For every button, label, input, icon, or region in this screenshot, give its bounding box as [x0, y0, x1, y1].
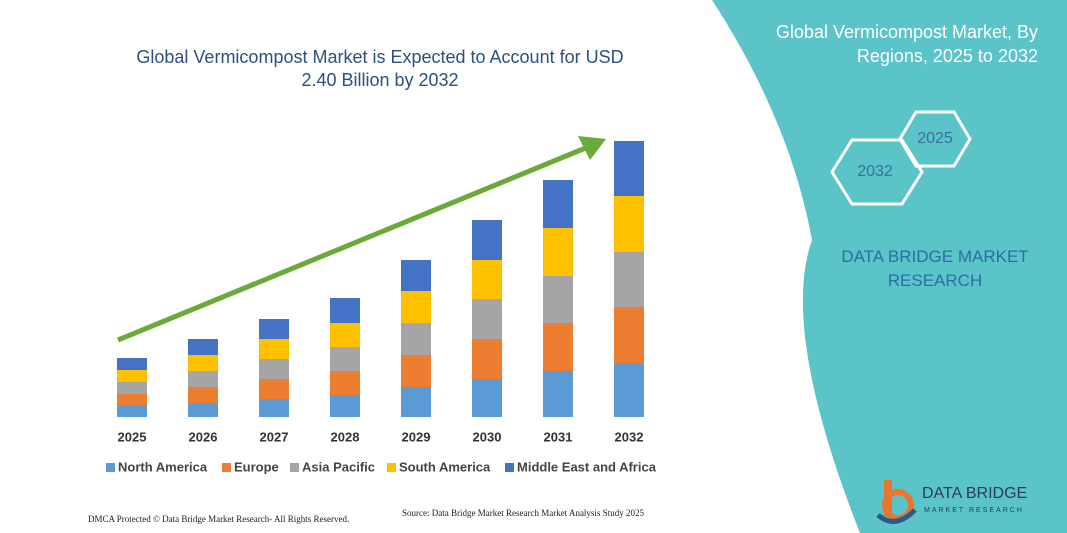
bar-segment	[614, 252, 644, 307]
logo-name: DATA BRIDGE	[922, 485, 1027, 502]
hexagon-label: 2032	[857, 163, 893, 180]
bar-segment	[401, 355, 431, 387]
bar-segment	[117, 394, 147, 405]
hexagon-label: 2025	[917, 130, 953, 147]
bar-segment	[259, 319, 289, 339]
footer-dmca: DMCA Protected © Data Bridge Market Rese…	[88, 514, 350, 524]
legend-swatch	[505, 463, 514, 472]
bar-segment	[330, 371, 360, 395]
x-tick-label: 2027	[260, 429, 289, 444]
bar-segment	[117, 405, 147, 417]
x-tick-label: 2030	[473, 429, 502, 444]
hexagon	[898, 110, 972, 168]
bar-segment	[117, 382, 147, 394]
bar-segment	[188, 339, 218, 355]
bar-segment	[543, 276, 573, 323]
x-tick-label: 2029	[402, 429, 431, 444]
x-tick-label: 2025	[118, 429, 147, 444]
bar-segment	[330, 347, 360, 371]
bar-segment	[117, 358, 147, 370]
bar-segment	[259, 379, 289, 399]
bar-segment	[472, 339, 502, 379]
bar-segment	[472, 260, 502, 299]
panel-brand: DATA BRIDGE MARKET RESEARCH	[841, 247, 1029, 290]
bar-segment	[543, 228, 573, 276]
bar-segment	[259, 339, 289, 359]
logo-tagline: MARKET RESEARCH	[924, 507, 1024, 514]
bar-segment	[401, 387, 431, 417]
legend-label: Middle East and Africa	[517, 459, 657, 474]
bar-segment	[188, 387, 218, 403]
bar-segment	[188, 371, 218, 387]
x-tick-label: 2032	[615, 429, 644, 444]
bar-segment	[188, 355, 218, 371]
legend-swatch	[222, 463, 231, 472]
bar-segment	[259, 359, 289, 379]
bar-segment	[330, 323, 360, 347]
bar-segment	[614, 307, 644, 363]
bar-segment	[188, 403, 218, 417]
trend-arrowhead	[578, 136, 606, 160]
legend-label: North America	[118, 459, 208, 474]
bar-segment	[543, 323, 573, 371]
bar-segment	[543, 371, 573, 417]
bar-segment	[472, 299, 502, 339]
bar-segment	[330, 395, 360, 417]
legend-swatch	[106, 463, 115, 472]
x-tick-label: 2031	[544, 429, 573, 444]
bar-segment	[614, 363, 644, 417]
bar-segment	[401, 291, 431, 323]
legend-label: Europe	[234, 459, 279, 474]
bar-segment	[117, 370, 147, 382]
x-tick-label: 2026	[189, 429, 218, 444]
logo-icon	[876, 480, 917, 524]
bar-segment	[401, 260, 431, 291]
bar-segment	[614, 196, 644, 252]
footer-source: Source: Data Bridge Market Research Mark…	[402, 508, 644, 518]
panel-title: Global Vermicompost Market, By Regions, …	[775, 22, 1038, 66]
bar-segment	[543, 180, 573, 228]
bar-segment	[472, 220, 502, 260]
trend-arrow	[117, 144, 589, 343]
legend-label: South America	[399, 459, 491, 474]
x-tick-label: 2028	[331, 429, 360, 444]
bar-segment	[259, 399, 289, 417]
legend-swatch	[290, 463, 299, 472]
side-panel-bg	[712, 0, 1067, 533]
legend-label: Asia Pacific	[302, 459, 375, 474]
chart-title: Global Vermicompost Market is Expected t…	[136, 47, 624, 90]
bar-segment	[472, 379, 502, 417]
bar-segment	[330, 298, 360, 323]
legend-swatch	[387, 463, 396, 472]
bar-segment	[401, 323, 431, 355]
bar-segment	[614, 141, 644, 196]
